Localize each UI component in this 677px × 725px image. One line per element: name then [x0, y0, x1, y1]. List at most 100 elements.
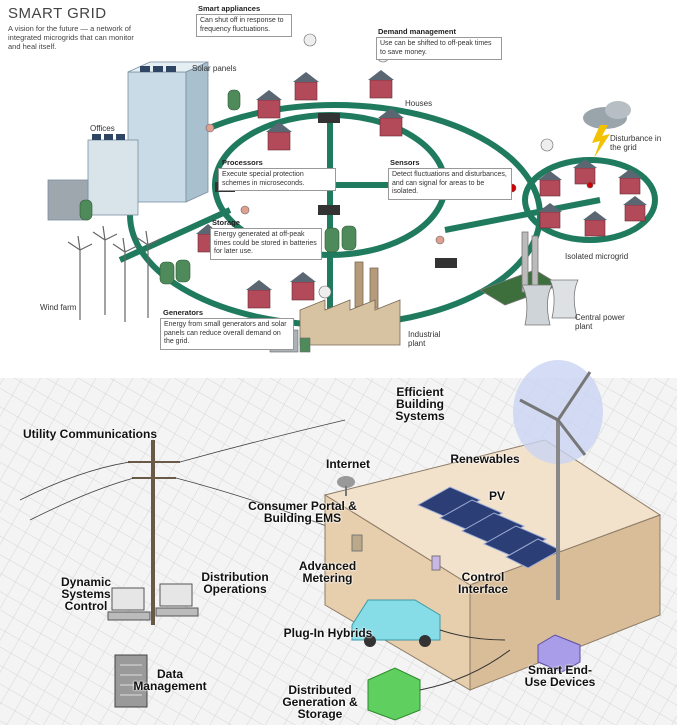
wind-turbines-part: [135, 230, 161, 318]
callout-heading: Storage: [212, 218, 240, 227]
meter: [351, 534, 441, 571]
pv-array-part: [460, 512, 526, 545]
computers-part: [159, 583, 193, 607]
wind-turbines-part: [112, 237, 138, 322]
callout-heading: Generators: [163, 308, 204, 317]
storage-tanks: [79, 89, 357, 285]
office-buildings-part: [87, 139, 139, 216]
solar-panels-part: [166, 66, 176, 72]
pv-array-part: [482, 525, 548, 558]
plug-in-car-part: [351, 599, 441, 641]
houses-part: [257, 99, 281, 119]
houses-part: [294, 81, 318, 101]
storm-cloud: [583, 101, 631, 158]
label: PV: [488, 489, 505, 503]
generation-unit: [367, 649, 511, 721]
callout-heading: Processors: [222, 158, 263, 167]
house-roofs-part: [538, 171, 562, 180]
office-buildings-part: [185, 61, 209, 203]
meter-part: [351, 534, 363, 552]
sensors-part: [240, 205, 250, 215]
houses-part: [369, 79, 393, 99]
house-roofs-part: [573, 159, 597, 168]
pv-array: [416, 486, 562, 569]
industrial-plant-part: [354, 261, 364, 308]
callout-heading: Smart appliances: [198, 4, 261, 13]
house-roofs-part: [266, 122, 292, 132]
storage-tanks-part: [227, 89, 241, 111]
computers-part: [111, 587, 145, 611]
solar-panels-part: [104, 134, 113, 140]
label: Utility Communications: [22, 427, 157, 441]
callout-text: Use can be shifted to off-peak times to …: [376, 37, 502, 60]
pv-array-part: [438, 499, 504, 532]
houses-part: [247, 289, 271, 309]
callout-text: Energy from small generators and solar p…: [160, 318, 294, 350]
computers-part: [107, 611, 151, 621]
house-roofs-part: [378, 108, 404, 118]
industrial-plant-part: [299, 299, 401, 346]
label: Smart End-Use Devices: [524, 663, 596, 689]
label: Solar panels: [192, 64, 237, 73]
plug-in-car-part: [364, 635, 376, 647]
label: Central power plant: [575, 313, 625, 331]
central-power-plant-part: [521, 284, 553, 326]
house-roofs-part: [290, 272, 316, 282]
solar-panels-part: [140, 66, 150, 72]
plug-in-car: [351, 599, 506, 647]
title: SMART GRID: [8, 5, 107, 22]
storage-tanks-part: [159, 261, 175, 285]
sensors-part: [318, 285, 332, 299]
label: Distributed Generation & Storage: [282, 683, 358, 721]
smart-device: [537, 634, 581, 673]
houses-part: [379, 117, 403, 137]
satellite-dish: [337, 476, 355, 496]
label: Advanced Metering: [298, 559, 357, 585]
house-roofs-part: [256, 90, 282, 100]
storage-tanks-part: [341, 225, 357, 251]
wind-turbine-part: [519, 371, 592, 456]
storage-tanks-part: [324, 227, 340, 253]
industrial-plant: [299, 261, 401, 346]
storage-tanks-part: [79, 199, 93, 221]
label: Distribution Operations: [201, 570, 269, 596]
callout-text: Detect fluctuations and disturbances, an…: [388, 168, 512, 200]
label: Data Management: [133, 667, 207, 693]
server-rack-part: [120, 664, 142, 696]
grid-rings-part: [522, 157, 658, 243]
house-roofs-part: [583, 211, 607, 220]
storm-cloud-part: [605, 101, 631, 119]
computers: [107, 583, 199, 621]
central-power-plant: [479, 231, 579, 326]
sensors-part: [205, 123, 215, 133]
houses: [197, 79, 646, 309]
central-power-plant-part: [531, 235, 539, 293]
processor-nodes-part: [435, 258, 457, 268]
houses-part: [267, 131, 291, 151]
label: Industrial plant: [408, 330, 441, 348]
central-power-plant-part: [549, 279, 579, 319]
central-power-plant-part: [521, 231, 529, 293]
solar-panels: [92, 66, 176, 140]
plug-in-car-part: [439, 629, 506, 641]
solar-panels-part: [116, 134, 125, 140]
wind-turbines-part: [92, 225, 118, 315]
label: Wind farm: [40, 303, 77, 312]
houses-part: [584, 219, 606, 237]
generator-part: [299, 337, 311, 353]
wind-turbines-part: [67, 235, 93, 320]
smart-device-part: [537, 634, 581, 673]
house-roofs-part: [368, 70, 394, 80]
houses-part: [619, 177, 641, 195]
processor-nodes-part: [318, 205, 340, 215]
building-part: [469, 514, 661, 691]
callout-text: Can shut off in response to frequency fl…: [196, 14, 292, 37]
plug-in-car-part: [419, 635, 431, 647]
label: Internet: [325, 457, 370, 471]
pv-array-part: [416, 486, 482, 519]
houses-part: [539, 211, 561, 229]
satellite-dish-part: [337, 476, 355, 488]
computers-part: [155, 607, 199, 617]
label: Control Interface: [457, 570, 509, 596]
